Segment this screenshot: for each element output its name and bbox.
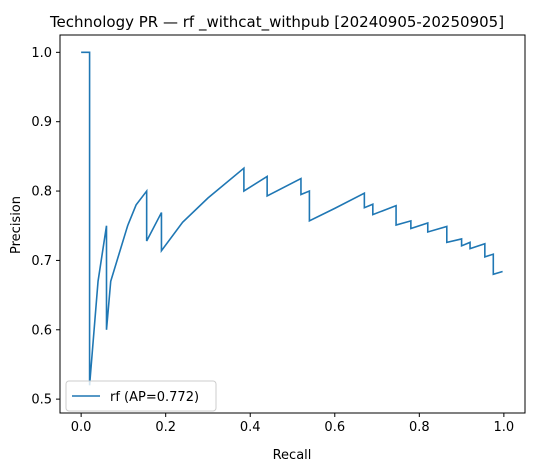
y-tick-label: 0.9 (31, 115, 52, 130)
legend-entry-label: rf (AP=0.772) (110, 390, 199, 405)
series-line (81, 51, 503, 386)
x-tick-label: 0.0 (71, 420, 92, 435)
plot-frame (59, 34, 526, 414)
y-axis-label: Precision (9, 196, 24, 254)
y-tick-label: 0.5 (31, 393, 52, 408)
y-tick-label: 0.8 (31, 185, 52, 200)
x-axis-label: Recall (273, 448, 312, 463)
x-tick-label: 1.0 (494, 420, 515, 435)
x-tick-label: 0.8 (409, 420, 430, 435)
series-layer (81, 51, 503, 386)
y-tick-label: 1.0 (31, 46, 52, 61)
x-tick-label: 0.2 (155, 420, 176, 435)
y-tick-label: 0.6 (31, 323, 52, 338)
legend: rf (AP=0.772) (65, 380, 217, 412)
legend-box (65, 380, 217, 412)
y-axis-ticks: 0.5 0.6 0.7 0.8 0.9 1.0 (31, 46, 60, 408)
chart-title: Technology PR — rf _withcat_withpub [202… (49, 13, 504, 32)
x-tick-label: 0.6 (324, 420, 345, 435)
plot-area: 0.0 0.2 0.4 0.6 0.8 1.0 0.5 0.6 0.7 0.8 0.9 1.0 (31, 34, 526, 435)
x-axis-ticks: 0.0 0.2 0.4 0.6 0.8 1.0 (71, 413, 514, 435)
x-tick-label: 0.4 (240, 420, 261, 435)
y-tick-label: 0.7 (31, 254, 52, 269)
